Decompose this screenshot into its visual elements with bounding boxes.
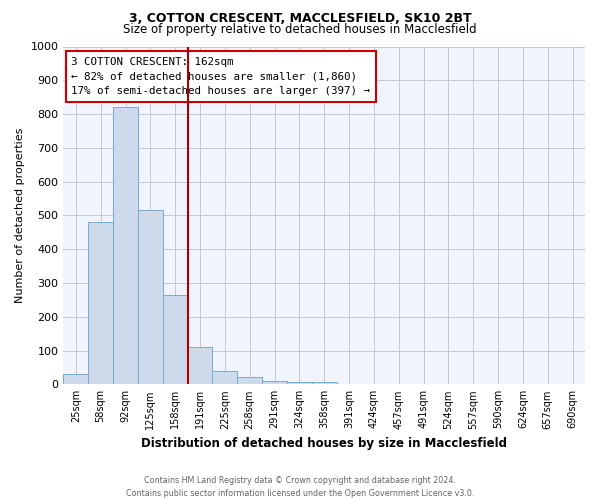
Bar (113, 108, 138, 384)
Bar (138, 210, 163, 384)
Text: Contains HM Land Registry data © Crown copyright and database right 2024.
Contai: Contains HM Land Registry data © Crown c… (126, 476, 474, 498)
Text: 3, COTTON CRESCENT, MACCLESFIELD, SK10 2BT: 3, COTTON CRESCENT, MACCLESFIELD, SK10 2… (128, 12, 472, 26)
Bar (262, 381, 287, 384)
Bar (237, 377, 262, 384)
Text: 3 COTTON CRESCENT: 162sqm
← 82% of detached houses are smaller (1,860)
17% of se: 3 COTTON CRESCENT: 162sqm ← 82% of detac… (71, 56, 370, 96)
Bar (312, 382, 337, 384)
X-axis label: Distribution of detached houses by size in Macclesfield: Distribution of detached houses by size … (141, 437, 507, 450)
Bar (88, 222, 113, 384)
Y-axis label: Number of detached properties: Number of detached properties (15, 128, 25, 303)
Text: Size of property relative to detached houses in Macclesfield: Size of property relative to detached ho… (123, 22, 477, 36)
Bar (212, 372, 237, 384)
Bar (287, 382, 312, 384)
Bar (64, 374, 88, 384)
Bar (163, 295, 188, 384)
Bar (188, 347, 212, 385)
